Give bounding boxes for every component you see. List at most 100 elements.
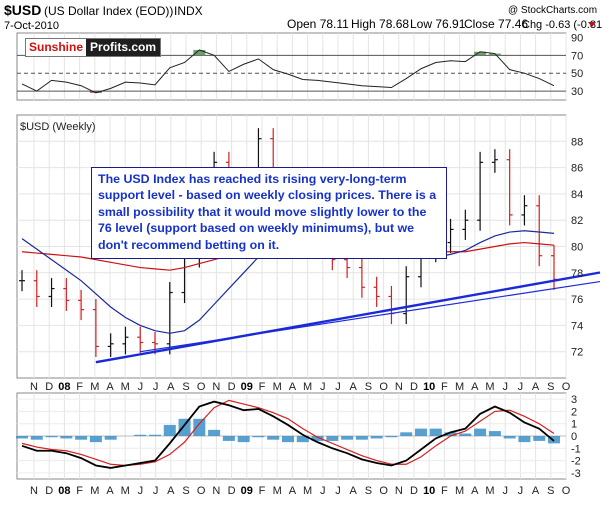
x-tick-label: F <box>441 485 448 497</box>
x-tick-label: O <box>197 485 206 497</box>
price-y-tick: 80 <box>571 242 583 254</box>
support-trend-line <box>140 280 601 353</box>
x-tick-label: M <box>303 485 312 497</box>
macd-histogram-bar <box>385 436 398 438</box>
x-tick-label: J <box>320 485 326 497</box>
x-tick-label: N <box>30 381 38 393</box>
symbol-title: $USD <box>4 2 41 18</box>
macd-histogram-bar <box>459 433 472 436</box>
x-tick-label: M <box>485 485 494 497</box>
macd-histogram-bar <box>341 436 354 440</box>
macd-histogram-bar <box>237 436 250 443</box>
rsi-overbought-fill <box>474 51 487 56</box>
x-tick-label: N <box>212 485 220 497</box>
x-tick-label: O <box>562 381 571 393</box>
axis-layer: NNDD0808FFMMAAMMJJJJAASSOONNDD0909FFMMAA… <box>30 32 583 497</box>
price-y-tick: 88 <box>571 136 583 148</box>
open-text: Open 78.11 <box>287 17 349 31</box>
macd-histogram-bar <box>355 436 368 440</box>
description-text: (US Dollar Index (EOD)) <box>44 4 173 18</box>
x-tick-label: J <box>138 381 144 393</box>
price-y-tick: 78 <box>571 268 583 280</box>
close-text: Close 77.46 <box>464 17 528 31</box>
x-tick-label: A <box>532 381 540 393</box>
x-tick-label: M <box>121 485 130 497</box>
macd-histogram-bar <box>415 428 427 436</box>
x-tick-label: A <box>167 381 175 393</box>
x-tick-label: D <box>228 381 236 393</box>
high-text: High 78.68 <box>351 17 409 31</box>
x-tick-label: J <box>335 381 341 393</box>
macd-histogram-bar <box>60 436 73 439</box>
macd-y-tick: 2 <box>571 406 577 418</box>
x-tick-label: S <box>182 485 189 497</box>
macd-y-tick: -1 <box>571 443 581 455</box>
x-tick-label: D <box>410 485 418 497</box>
rsi-oversold-fill <box>89 91 102 93</box>
macd-y-tick: 0 <box>571 431 577 443</box>
x-tick-label: 08 <box>58 485 70 497</box>
x-tick-label: M <box>90 485 99 497</box>
macd-y-tick: -3 <box>571 468 581 480</box>
x-tick-label: M <box>485 381 494 393</box>
macd-layer <box>16 399 560 469</box>
rsi-y-tick: 30 <box>571 86 583 98</box>
macd-histogram-bar <box>429 428 442 436</box>
date-text: 7-Oct-2010 <box>4 20 59 32</box>
x-tick-label: N <box>395 485 403 497</box>
x-tick-label: M <box>273 485 282 497</box>
price-panel-title: $USD (Weekly) <box>20 121 96 133</box>
x-tick-label: F <box>441 381 448 393</box>
x-tick-label: D <box>45 381 53 393</box>
price-y-tick: 72 <box>571 347 583 359</box>
rsi-y-tick: 90 <box>571 32 583 44</box>
macd-histogram-bar <box>89 436 102 443</box>
x-tick-label: M <box>90 381 99 393</box>
macd-histogram-bar <box>282 436 294 443</box>
x-tick-label: O <box>562 485 571 497</box>
x-tick-label: 08 <box>58 381 70 393</box>
macd-histogram-bar <box>104 436 117 440</box>
price-y-tick: 74 <box>571 320 583 332</box>
x-tick-label: A <box>289 485 297 497</box>
exchange-text: INDX <box>174 4 203 18</box>
x-tick-label: J <box>502 485 508 497</box>
macd-histogram-bar <box>208 429 221 436</box>
macd-histogram-bar <box>45 436 58 438</box>
x-tick-label: 09 <box>241 485 253 497</box>
low-text: Low 76.91 <box>410 17 466 31</box>
x-tick-label: J <box>518 381 524 393</box>
macd-histogram-bar <box>503 436 516 439</box>
watermark-text: @ StockCharts.com <box>508 5 597 16</box>
macd-histogram-bar <box>149 434 161 436</box>
x-tick-label: D <box>410 381 418 393</box>
macd-histogram-bar <box>252 436 265 438</box>
x-tick-label: A <box>289 381 297 393</box>
rsi-layer <box>17 49 566 94</box>
macd-histogram-bar <box>370 436 383 439</box>
x-tick-label: A <box>350 381 358 393</box>
rsi-overbought-fill <box>193 49 206 56</box>
macd-histogram-bar <box>267 436 280 440</box>
price-y-tick: 84 <box>571 189 583 201</box>
macd-histogram-bar <box>474 428 487 436</box>
macd-histogram-bar <box>444 432 457 436</box>
macd-histogram-bar <box>488 431 501 436</box>
macd-histogram-bar <box>518 436 531 443</box>
chg-text: Chg -0.63 (-0.81%) <box>522 19 602 31</box>
x-tick-label: D <box>45 485 53 497</box>
macd-line <box>21 400 555 469</box>
x-tick-label: J <box>320 381 326 393</box>
macd-histogram-bar <box>296 436 309 443</box>
macd-histogram-bar <box>193 418 206 436</box>
macd-signal-line <box>21 399 555 467</box>
annotation-box: The USD Index has reached its rising ver… <box>91 167 447 259</box>
rsi-overbought-fill <box>488 53 501 56</box>
x-tick-label: A <box>106 485 114 497</box>
x-tick-label: A <box>167 485 175 497</box>
macd-y-tick: 1 <box>571 419 577 431</box>
x-tick-label: J <box>153 381 159 393</box>
x-tick-label: S <box>547 381 554 393</box>
